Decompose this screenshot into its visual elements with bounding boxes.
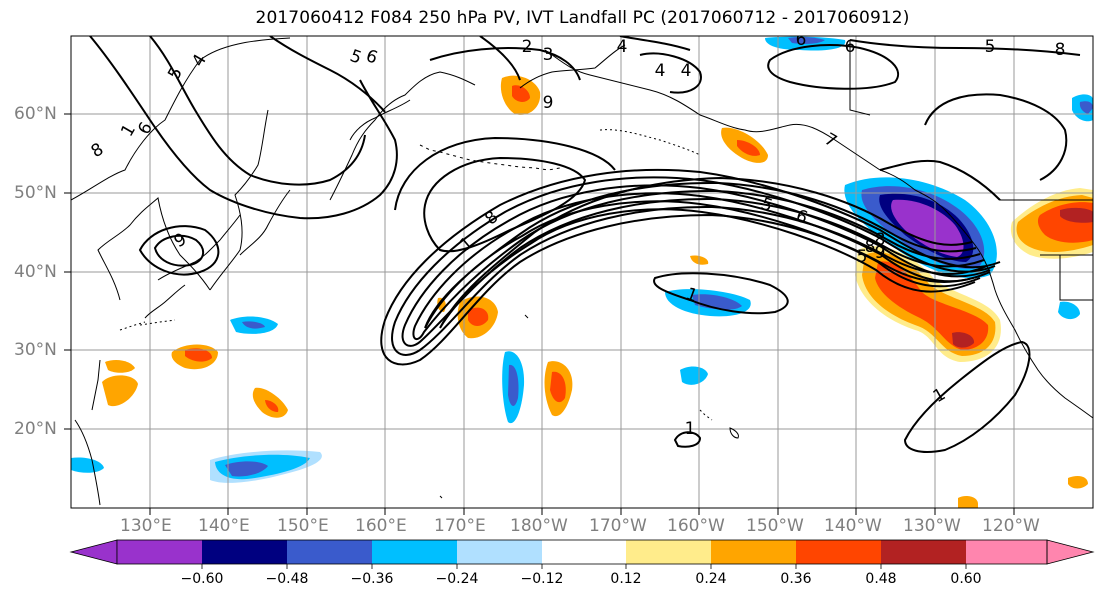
lat-lon-grid — [71, 36, 1093, 508]
map-title: 2017060412 F084 250 hPa PV, IVT Landfall… — [255, 8, 910, 28]
contour-label: 5 — [985, 37, 996, 57]
contour-label: 1 — [685, 419, 696, 439]
coastlines — [71, 37, 1093, 506]
colorbar-bin — [287, 540, 372, 564]
contour-label: 3 — [543, 45, 554, 65]
lon-label: 130°E — [120, 516, 172, 536]
contour-label: 4 — [617, 37, 628, 57]
colorbar — [69, 539, 1095, 569]
pv-contours — [89, 36, 1081, 453]
colorbar-tick-label: 0.60 — [950, 571, 982, 587]
colorbar-tick-label: 0.48 — [865, 571, 897, 587]
colorbar-bin — [881, 540, 966, 564]
contour-label: 4 — [188, 51, 211, 70]
contour-label: 6 — [134, 119, 157, 138]
contour-label: 9 — [875, 243, 886, 263]
contour-label: 5 — [857, 247, 868, 267]
contour-label: 9 — [543, 93, 554, 113]
contour-label: 8 — [875, 230, 886, 250]
colorbar-tick-label: −0.60 — [180, 571, 224, 587]
colorbar-tick-label: −0.48 — [265, 571, 309, 587]
colorbar-bin — [117, 540, 202, 564]
lon-label: 180°W — [510, 516, 568, 536]
contour-label: 8 — [88, 139, 107, 162]
lat-label: 40°N — [14, 262, 57, 282]
contour-label: 8 — [865, 237, 876, 257]
colorbar-bin — [202, 540, 287, 564]
colorbar-tick-label: −0.24 — [435, 571, 479, 587]
contour-label: 4 — [681, 61, 692, 81]
colorbar-tick-label: 0.24 — [695, 571, 727, 587]
lat-label: 50°N — [14, 183, 57, 203]
colorbar-bin — [711, 540, 796, 564]
axis-ticks — [64, 113, 1015, 515]
contour-label: 8 — [1055, 40, 1066, 60]
contour-label: 5 — [164, 64, 187, 83]
lon-label: 170°W — [589, 516, 647, 536]
lat-label: 20°N — [14, 419, 57, 439]
colorbar-tick-label: −0.12 — [520, 571, 564, 587]
lat-label: 60°N — [14, 104, 57, 124]
colorbar-extend-high — [1046, 539, 1095, 565]
contour-label: 6 — [793, 206, 810, 228]
colorbar-bin — [966, 540, 1047, 564]
contour-label: 6 — [363, 46, 380, 68]
lon-label: 140°E — [198, 516, 250, 536]
colorbar-tick-label: −0.36 — [350, 571, 394, 587]
contour-label: 9 — [171, 229, 190, 252]
colorbar-bin — [542, 540, 626, 564]
lon-label: 160°E — [355, 516, 407, 536]
colorbar-tick-label: 0.12 — [610, 571, 642, 587]
lon-label: 140°W — [824, 516, 882, 536]
colorbar-bin — [626, 540, 711, 564]
contour-label: 6 — [845, 37, 856, 57]
lon-label: 130°W — [903, 516, 961, 536]
colorbar-bin — [796, 540, 881, 564]
lon-label: 150°W — [746, 516, 804, 536]
lon-label: 170°E — [434, 516, 486, 536]
lat-label: 30°N — [14, 340, 57, 360]
lon-label: 160°W — [667, 516, 725, 536]
contour-label: 5 — [347, 46, 364, 68]
colorbar-bin — [372, 540, 457, 564]
contour-label: 4 — [655, 61, 666, 81]
lon-label: 150°E — [277, 516, 329, 536]
colorbar-tick-label: 0.36 — [780, 571, 812, 587]
colorbar-bin — [457, 540, 542, 564]
contour-label: 2 — [522, 37, 533, 57]
contour-label: 6 — [796, 30, 807, 50]
colorbar-extend-low — [69, 539, 118, 565]
lon-label: 120°W — [982, 516, 1040, 536]
